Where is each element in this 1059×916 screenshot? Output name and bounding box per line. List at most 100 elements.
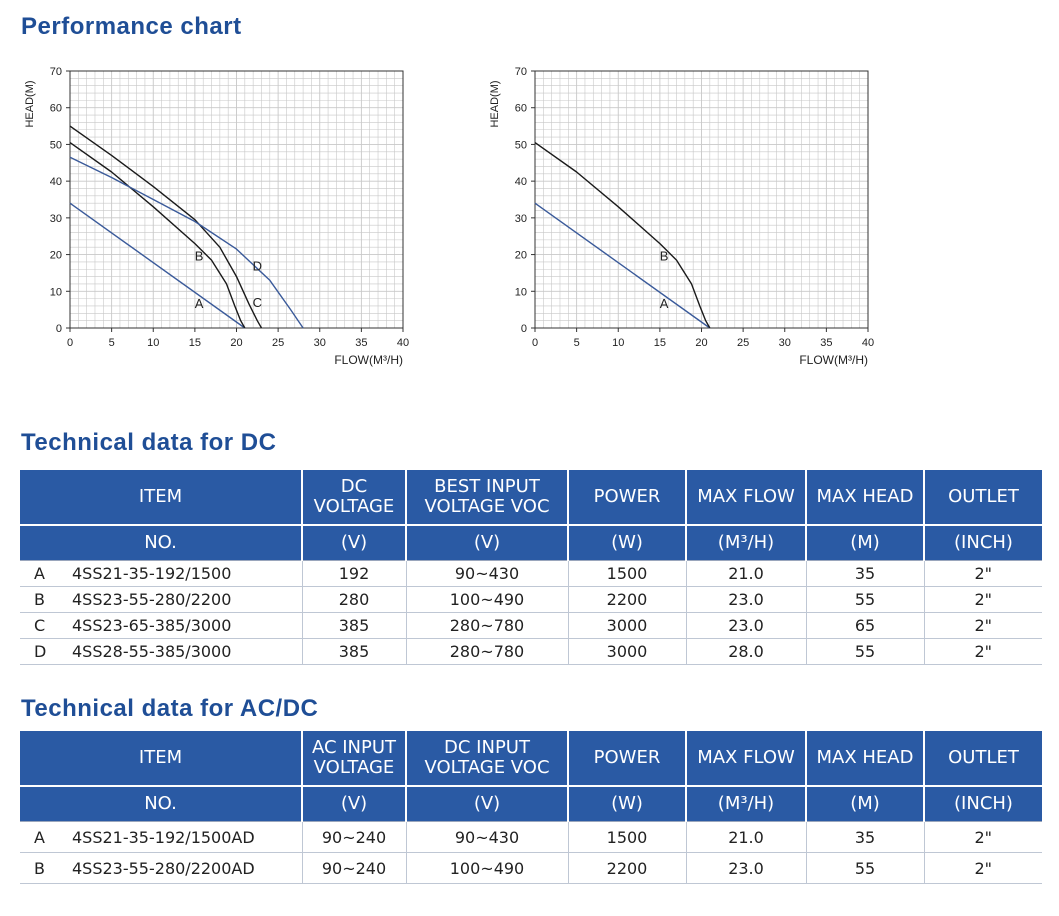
x-tick-label: 10 bbox=[147, 337, 159, 349]
table-row: D 4SS28-55-385/3000 385 280~780 3000 28.0… bbox=[20, 638, 1042, 665]
y-tick-label: 40 bbox=[50, 176, 62, 188]
y-axis-label: HEAD(M) bbox=[489, 80, 501, 127]
header-outlet: OUTLET bbox=[923, 470, 1042, 526]
cell-head: 55 bbox=[805, 638, 924, 665]
y-tick-label: 10 bbox=[515, 286, 527, 298]
curve-label-b: B bbox=[660, 248, 669, 263]
unit-head: (M) bbox=[805, 525, 924, 561]
cell-outlet: 2" bbox=[923, 586, 1042, 613]
row-letter: A bbox=[34, 564, 45, 583]
x-tick-label: 35 bbox=[355, 337, 367, 349]
cell-flow: 23.0 bbox=[685, 852, 806, 884]
x-tick-label: 0 bbox=[67, 337, 73, 349]
table-row: A 4SS21-35-192/1500 192 90~430 1500 21.0 … bbox=[20, 560, 1042, 587]
x-tick-label: 25 bbox=[272, 337, 284, 349]
y-tick-label: 40 bbox=[515, 176, 527, 188]
cell-voltage: 280 bbox=[301, 586, 406, 613]
unit-flow: (M³/H) bbox=[685, 525, 806, 561]
cell-voc: 100~490 bbox=[405, 852, 568, 884]
y-tick-label: 30 bbox=[50, 213, 62, 225]
x-tick-label: 15 bbox=[654, 337, 666, 349]
header-power: POWER bbox=[567, 470, 686, 526]
performance-chart-left: 0 10 20 30 40 50 60 70 0 5 10 15 20 25 30 35 40 FLOW(M³/H… bbox=[24, 66, 409, 367]
unit-flow: (M³/H) bbox=[685, 786, 806, 822]
curve-a bbox=[534, 202, 711, 329]
row-model: 4SS21-35-192/1500 bbox=[72, 564, 232, 583]
table-row: B 4SS23-55-280/2200 280 100~490 2200 23.0… bbox=[20, 586, 1042, 613]
header-max-flow: MAX FLOW bbox=[685, 731, 806, 787]
cell-power: 3000 bbox=[567, 612, 686, 639]
row-model: 4SS28-55-385/3000 bbox=[72, 642, 232, 661]
unit-voc: (V) bbox=[405, 525, 568, 561]
cell-outlet: 2" bbox=[923, 821, 1042, 853]
acdc-table-title: Technical data for AC/DC bbox=[21, 695, 319, 722]
cell-voc: 100~490 bbox=[405, 586, 568, 613]
y-axis-label: HEAD(M) bbox=[24, 80, 36, 127]
curve-c bbox=[69, 125, 263, 329]
curve-a bbox=[69, 202, 246, 329]
y-tick-label: 20 bbox=[50, 250, 62, 262]
y-tick-label: 10 bbox=[50, 286, 62, 298]
row-letter: D bbox=[34, 642, 47, 661]
header-outlet: OUTLET bbox=[923, 731, 1042, 787]
x-tick-label: 5 bbox=[574, 337, 580, 349]
cell-voc: 90~430 bbox=[405, 560, 568, 587]
row-letter: B bbox=[34, 590, 45, 609]
x-tick-label: 40 bbox=[397, 337, 409, 349]
y-tick-label: 20 bbox=[515, 250, 527, 262]
curve-b bbox=[69, 142, 246, 329]
cell-outlet: 2" bbox=[923, 560, 1042, 587]
curve-label-c: C bbox=[253, 295, 262, 310]
dc-table-title: Technical data for DC bbox=[21, 429, 277, 456]
curve-label-b: B bbox=[195, 248, 204, 263]
curve-label-d: D bbox=[253, 258, 262, 273]
cell-voltage: 90~240 bbox=[301, 852, 406, 884]
table-row: A 4SS21-35-192/1500AD 90~240 90~430 1500 … bbox=[20, 821, 1042, 853]
cell-head: 55 bbox=[805, 586, 924, 613]
curve-label-a: A bbox=[195, 296, 204, 311]
cell-outlet: 2" bbox=[923, 638, 1042, 665]
header-dc-voltage: DC VOLTAGE bbox=[301, 470, 406, 526]
cell-flow: 28.0 bbox=[685, 638, 806, 665]
table-row: B 4SS23-55-280/2200AD 90~240 100~490 2200… bbox=[20, 852, 1042, 884]
cell-voltage: 192 bbox=[301, 560, 406, 587]
cell-head: 35 bbox=[805, 821, 924, 853]
cell-voltage: 385 bbox=[301, 638, 406, 665]
unit-outlet: (INCH) bbox=[923, 786, 1042, 822]
x-tick-label: 0 bbox=[532, 337, 538, 349]
x-tick-label: 35 bbox=[820, 337, 832, 349]
cell-voc: 90~430 bbox=[405, 821, 568, 853]
row-letter: C bbox=[34, 616, 46, 635]
unit-no: NO. bbox=[20, 786, 302, 822]
y-tick-label: 70 bbox=[50, 66, 62, 78]
header-max-head: MAX HEAD bbox=[805, 731, 924, 787]
cell-power: 2200 bbox=[567, 852, 686, 884]
row-model: 4SS23-55-280/2200AD bbox=[72, 858, 255, 878]
unit-power: (W) bbox=[567, 525, 686, 561]
cell-power: 1500 bbox=[567, 821, 686, 853]
header-ac-input-voltage: AC INPUT VOLTAGE bbox=[301, 731, 406, 787]
x-tick-label: 25 bbox=[737, 337, 749, 349]
y-tick-label: 60 bbox=[50, 103, 62, 115]
header-best-input-voltage: BEST INPUT VOLTAGE VOC bbox=[405, 470, 568, 526]
y-tick-label: 50 bbox=[50, 139, 62, 151]
y-tick-label: 70 bbox=[515, 66, 527, 78]
y-tick-label: 30 bbox=[515, 213, 527, 225]
unit-head: (M) bbox=[805, 786, 924, 822]
unit-voltage: (V) bbox=[301, 525, 406, 561]
x-axis-label: FLOW(M³/H) bbox=[799, 353, 868, 367]
row-model: 4SS23-55-280/2200 bbox=[72, 590, 232, 609]
x-tick-label: 40 bbox=[862, 337, 874, 349]
header-item: ITEM bbox=[20, 731, 302, 787]
y-tick-label: 0 bbox=[56, 323, 62, 335]
row-model: 4SS23-65-385/3000 bbox=[72, 616, 232, 635]
performance-chart-right: 0 10 20 30 40 50 60 70 0 5 10 15 20 25 30 35 40 FLOW(M³/H… bbox=[489, 66, 874, 367]
y-tick-label: 50 bbox=[515, 139, 527, 151]
x-tick-label: 10 bbox=[612, 337, 624, 349]
x-tick-label: 20 bbox=[230, 337, 242, 349]
x-tick-label: 20 bbox=[695, 337, 707, 349]
cell-flow: 21.0 bbox=[685, 560, 806, 587]
acdc-spec-table: ITEM AC INPUT VOLTAGE DC INPUT VOLTAGE V… bbox=[20, 731, 1042, 884]
y-tick-label: 60 bbox=[515, 103, 527, 115]
table-row: C 4SS23-65-385/3000 385 280~780 3000 23.0… bbox=[20, 612, 1042, 639]
